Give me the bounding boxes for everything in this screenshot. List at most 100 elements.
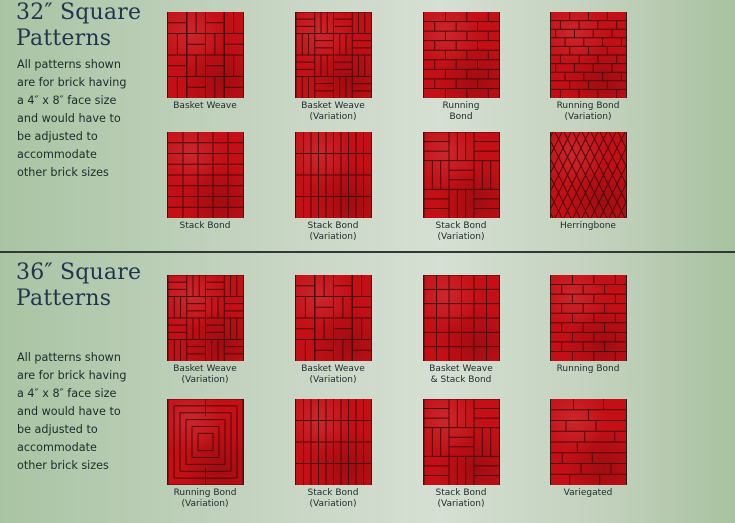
section-32-inch: 32″ Square Patterns All patterns shown a… <box>0 0 735 251</box>
brick-pattern-drawing <box>167 12 243 98</box>
brick-pattern-swatch <box>294 132 372 218</box>
label-line: (Variation) <box>309 375 357 385</box>
label-line: Bond <box>449 112 473 122</box>
pattern-card: Basket Weave (Variation) <box>155 275 255 386</box>
brick-pattern-swatch <box>549 12 627 98</box>
brick-pattern-swatch <box>549 275 627 361</box>
mortar-line <box>550 132 589 210</box>
brick-pattern-drawing <box>295 399 371 485</box>
label-line: Basket Weave <box>173 364 237 374</box>
pattern-label: Running Bond (Variation) <box>538 101 638 123</box>
description-line: accommodate <box>17 441 97 454</box>
pattern-card: Stack Bond (Variation) <box>283 132 383 243</box>
label-line: Running Bond <box>173 488 237 498</box>
brick-pattern-drawing <box>295 12 371 98</box>
title-line: Patterns <box>16 26 112 51</box>
label-line: Variegated <box>563 488 613 498</box>
mortar-line <box>617 132 626 150</box>
label-line: Stack Bond <box>307 221 359 231</box>
mortar-line <box>590 146 626 218</box>
pattern-card: Basket Weave (Variation) <box>283 12 383 123</box>
brick-pattern-drawing <box>295 275 371 361</box>
brick-pattern-drawing <box>423 399 499 485</box>
brick-pattern-swatch <box>549 132 627 218</box>
pattern-label: Stack Bond (Variation) <box>411 221 511 243</box>
label-line: Running Bond <box>556 101 620 111</box>
label-line: Stack Bond <box>179 221 231 231</box>
description-line: be adjusted to <box>17 423 98 436</box>
label-line: (Variation) <box>181 375 229 385</box>
pattern-label: Running Bond <box>411 101 511 123</box>
pattern-card: Running Bond (Variation) <box>538 12 638 123</box>
mortar-line <box>550 176 571 218</box>
description-line: a 4″ x 8″ face size <box>17 94 117 107</box>
pattern-card: Stack Bond (Variation) <box>283 399 383 510</box>
description-line: All patterns shown <box>17 58 121 71</box>
pattern-card: Stack Bond <box>155 132 255 232</box>
label-line: & Stack Bond <box>430 375 492 385</box>
brick-pattern-swatch <box>422 275 500 361</box>
pattern-label: Herringbone <box>538 221 638 232</box>
label-line: (Variation) <box>437 499 485 509</box>
mortar-line <box>599 164 626 218</box>
mortar-line <box>550 132 562 156</box>
description-line: are for brick having <box>17 76 127 89</box>
mortar-line <box>581 132 625 218</box>
mortar-line <box>550 132 580 192</box>
mortar-line <box>617 200 626 218</box>
brick-pattern-swatch <box>166 399 244 485</box>
mortar-line <box>590 132 626 204</box>
pattern-label: Stack Bond (Variation) <box>283 488 383 510</box>
section-36-inch: 36″ Square Patterns All patterns shown a… <box>0 253 735 523</box>
pattern-label: Stack Bond <box>155 221 255 232</box>
brick-pattern-swatch <box>422 132 500 218</box>
pattern-label: Stack Bond (Variation) <box>411 488 511 510</box>
brick-pattern-drawing <box>167 275 243 361</box>
pattern-card: Running Bond (Variation) <box>155 399 255 510</box>
pattern-label: Running Bond <box>538 364 638 375</box>
pattern-card: Stack Bond (Variation) <box>411 399 511 510</box>
title-line: 32″ Square <box>16 0 142 25</box>
brick-pattern-drawing <box>550 132 626 218</box>
pattern-label: Variegated <box>538 488 638 499</box>
pattern-card: Basket Weave (Variation) <box>283 275 383 386</box>
pattern-label: Running Bond (Variation) <box>155 488 255 510</box>
description-line: and would have to <box>17 112 121 125</box>
label-line: (Variation) <box>181 499 229 509</box>
pattern-label: Basket Weave (Variation) <box>283 101 383 123</box>
description-line: accommodate <box>17 148 97 161</box>
title-line: 36″ Square <box>16 260 142 285</box>
label-line: Stack Bond <box>435 488 487 498</box>
pattern-card: Running Bond <box>538 275 638 375</box>
brick-pattern-swatch <box>422 399 500 485</box>
section-title: 32″ Square Patterns <box>16 0 141 52</box>
label-line: (Variation) <box>564 112 612 122</box>
pattern-label: Basket Weave (Variation) <box>155 364 255 386</box>
pattern-card: Running Bond <box>411 12 511 123</box>
label-line: Basket Weave <box>173 101 237 111</box>
label-line: Running <box>442 101 480 111</box>
brick-pattern-drawing <box>295 132 371 218</box>
brick-pattern-drawing <box>423 12 499 98</box>
label-line: Running Bond <box>556 364 620 374</box>
pattern-label: Basket Weave (Variation) <box>283 364 383 386</box>
label-line: Basket Weave <box>301 364 365 374</box>
title-line: Patterns <box>16 286 112 311</box>
description-line: are for brick having <box>17 369 127 382</box>
description-line: be adjusted to <box>17 130 98 143</box>
pattern-card: Basket Weave & Stack Bond <box>411 275 511 386</box>
pattern-card: Herringbone <box>538 132 638 232</box>
label-line: Herringbone <box>560 221 616 231</box>
section-title: 36″ Square Patterns <box>16 260 141 312</box>
mortar-line <box>608 182 626 218</box>
brick-pattern-drawing <box>167 132 243 218</box>
label-line: Stack Bond <box>307 488 359 498</box>
pattern-label: Basket Weave <box>155 101 255 112</box>
brick-pattern-swatch <box>422 12 500 98</box>
section-description: All patterns shown are for brick having … <box>17 56 157 182</box>
description-line: All patterns shown <box>17 351 121 364</box>
mortar-line <box>550 132 571 174</box>
pattern-card: Stack Bond (Variation) <box>411 132 511 243</box>
brick-pattern-swatch <box>166 12 244 98</box>
brick-pattern-drawing <box>167 399 243 485</box>
